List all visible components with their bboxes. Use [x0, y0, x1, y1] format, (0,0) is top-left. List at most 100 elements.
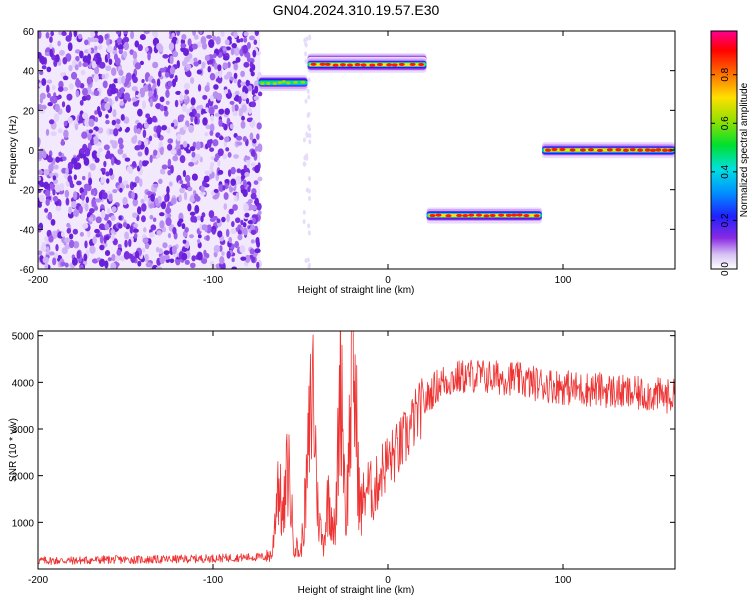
noise-speck [38, 227, 42, 233]
noise-speck [108, 98, 113, 104]
noise-speck [242, 222, 247, 228]
noise-speck [141, 100, 146, 110]
noise-speck [131, 136, 138, 144]
noise-speck [65, 35, 72, 42]
noise-speck [212, 53, 217, 59]
noise-speck [212, 139, 219, 147]
noise-speck [180, 183, 187, 189]
tone-peak [649, 148, 656, 152]
tone-peak [418, 62, 425, 67]
noise-speck [170, 197, 177, 205]
noise-speck [155, 127, 160, 134]
snr-y-ticks: 1000 2000 3000 4000 5000 [12, 332, 675, 529]
noise-speck [187, 38, 192, 47]
noise-speck [125, 126, 131, 132]
noise-speck [200, 191, 206, 196]
noise-speck [190, 97, 196, 106]
noise-speck [227, 169, 232, 177]
noise-speck [61, 247, 68, 255]
noise-speck [246, 117, 253, 123]
noise-speck [224, 181, 229, 190]
noise-speck [212, 215, 218, 221]
x-tick-label: -200 [28, 275, 48, 286]
noise-speck [199, 223, 203, 232]
noise-speck [305, 133, 309, 139]
noise-speck [204, 54, 210, 62]
noise-speck [217, 230, 223, 238]
tone-band [307, 56, 427, 73]
colorbar-tick-label: 0.8 [720, 67, 731, 81]
noise-speck [215, 78, 221, 83]
noise-speck [254, 31, 259, 37]
x-tick-label: -100 [203, 575, 223, 586]
noise-speck [65, 104, 71, 114]
noise-speck [189, 146, 196, 152]
noise-speck [308, 133, 312, 139]
noise-speck [221, 216, 226, 223]
noise-speck [106, 207, 111, 215]
noise-speck [150, 224, 157, 231]
noise-speck [60, 138, 65, 146]
noise-speck [49, 182, 54, 190]
noise-speck [110, 83, 116, 91]
heatmap-y-ticks: 60 40 20 0 -20 -40 -60 [20, 27, 675, 276]
noise-speck [114, 95, 119, 102]
noise-speck [172, 36, 178, 42]
noise-speck [133, 223, 139, 228]
noise-speck [179, 92, 184, 102]
noise-speck [214, 112, 220, 117]
noise-speck [42, 256, 49, 264]
noise-speck [48, 119, 55, 125]
noise-speck [189, 234, 194, 239]
noise-speck [164, 72, 170, 78]
noise-speck [237, 79, 242, 88]
noise-speck [177, 148, 182, 156]
noise-speck [148, 135, 153, 142]
noise-speck [53, 113, 60, 123]
noise-speck [132, 228, 139, 233]
noise-speck [203, 249, 207, 256]
noise-speck [122, 36, 130, 43]
noise-speck [38, 151, 43, 160]
noise-speck [307, 264, 311, 269]
tone-peak [332, 63, 339, 67]
noise-speck [146, 191, 153, 196]
noise-speck [197, 84, 202, 92]
noise-speck [115, 123, 121, 130]
noise-speck [171, 245, 177, 255]
noise-speck [109, 168, 114, 176]
tone-peak [644, 148, 651, 152]
colorbar-tick-label: 0.4 [720, 164, 731, 178]
noise-speck [44, 235, 50, 242]
noise-speck [222, 153, 227, 160]
noise-speck [155, 246, 160, 253]
noise-speck [212, 35, 217, 41]
noise-speck [155, 103, 161, 109]
noise-speck [110, 67, 117, 77]
noise-speck [131, 191, 135, 200]
noise-speck [66, 93, 73, 101]
noise-speck [74, 64, 79, 71]
noise-speck [59, 182, 64, 192]
noise-speck [175, 144, 181, 151]
noise-speck [233, 196, 238, 202]
noise-speck [62, 75, 69, 81]
noise-speck [194, 34, 199, 40]
noise-speck [71, 201, 77, 209]
noise-speck [91, 60, 97, 69]
noise-speck [89, 208, 95, 214]
noise-speck [257, 91, 263, 97]
noise-speck [166, 203, 170, 212]
noise-speck [179, 179, 184, 185]
noise-speck [133, 232, 138, 239]
noise-speck [106, 45, 113, 53]
chart-title: GN04.2024.310.19.57.E30 [273, 2, 440, 18]
noise-speck [210, 161, 215, 168]
noise-speck [242, 189, 248, 197]
noise-speck [230, 228, 237, 235]
noise-speck [65, 197, 70, 206]
noise-speck [151, 78, 156, 84]
noise-speck [234, 240, 239, 249]
noise-speck [38, 108, 46, 114]
noise-speck [145, 75, 149, 82]
